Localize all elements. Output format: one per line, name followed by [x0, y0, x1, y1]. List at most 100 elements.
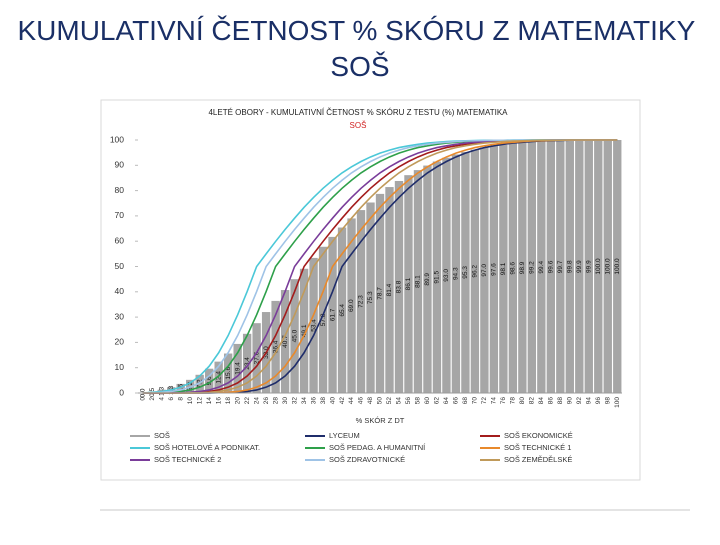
bar	[603, 140, 612, 393]
y-tick-label: 50	[115, 261, 125, 271]
value-label: 75.3	[367, 291, 374, 304]
bar	[499, 144, 508, 393]
value-label: 100.0	[604, 258, 611, 275]
value-label: 93.0	[443, 269, 450, 282]
value-label: 57.8	[320, 313, 327, 326]
x-tick-label: 14	[206, 397, 213, 405]
legend-label: SOŠ PEDAG. A HUMANITNÍ	[329, 443, 426, 452]
x-tick-label: 48	[367, 397, 374, 405]
x-tick-label: 50	[377, 397, 384, 405]
x-tick-label: 0	[139, 397, 146, 401]
value-label: 99.7	[557, 260, 564, 273]
bar	[423, 165, 432, 393]
y-tick-label: 70	[115, 210, 125, 220]
bar	[556, 140, 565, 393]
value-label: 99.6	[548, 260, 555, 273]
x-tick-label: 26	[263, 397, 270, 405]
value-label: 40.7	[282, 335, 289, 348]
value-label: 36.4	[272, 340, 279, 353]
x-tick-label: 4	[158, 397, 165, 401]
bar	[413, 170, 423, 393]
x-tick-label: 18	[225, 397, 232, 405]
bar	[385, 187, 394, 393]
bar	[489, 146, 499, 393]
bar	[223, 353, 233, 393]
bar	[214, 361, 223, 393]
bar	[575, 140, 584, 393]
value-label: 81.4	[386, 283, 393, 296]
bar	[252, 323, 261, 393]
x-tick-label: 64	[443, 397, 450, 405]
value-label: 98.9	[519, 261, 526, 274]
value-label: 99.2	[529, 261, 536, 274]
y-tick-label: 30	[115, 311, 125, 321]
value-label: 15.6	[225, 367, 232, 380]
x-tick-label: 36	[310, 397, 317, 405]
value-label: 98.6	[510, 262, 517, 275]
bar	[404, 175, 413, 393]
x-tick-label: 12	[196, 397, 203, 405]
x-tick-label: 46	[358, 397, 365, 405]
x-tick-label: 8	[177, 397, 184, 401]
chart-subtitle: SOŠ	[350, 121, 367, 130]
value-label: 83.8	[396, 280, 403, 293]
chart-title: 4LETÉ OBORY - KUMULATIVNÍ ČETNOST % SKÓR…	[208, 108, 508, 117]
value-label: 100.0	[595, 258, 602, 275]
legend-label: LYCEUM	[329, 431, 360, 440]
bar	[233, 343, 242, 393]
value-label: 7.2	[196, 379, 203, 388]
value-label: 97.6	[491, 263, 498, 276]
bar	[366, 202, 375, 393]
legend-label: SOŠ HOTELOVÉ A PODNIKAT.	[154, 443, 260, 452]
y-tick-label: 60	[115, 235, 125, 245]
x-tick-label: 82	[529, 397, 536, 405]
bar	[394, 180, 404, 393]
value-label: 19.4	[234, 362, 241, 375]
bar	[318, 246, 328, 393]
value-label: 94.3	[453, 267, 460, 280]
value-label: 99.9	[576, 260, 583, 273]
x-tick-label: 44	[348, 397, 355, 405]
x-tick-label: 38	[320, 397, 327, 405]
bar	[271, 300, 280, 393]
legend-label: SOŠ EKONOMICKÉ	[504, 431, 573, 440]
x-tick-label: 32	[291, 397, 298, 405]
bar	[375, 193, 385, 393]
x-tick-label: 84	[538, 397, 545, 405]
x-tick-label: 30	[282, 397, 289, 405]
legend-label: SOŠ ZEMĚDĚLSKÉ	[504, 455, 572, 464]
bar	[176, 383, 185, 393]
x-tick-label: 92	[576, 397, 583, 405]
bar	[451, 154, 461, 393]
x-tick-label: 100	[614, 397, 621, 408]
value-label: 23.4	[244, 357, 251, 370]
value-label: 9.6	[206, 376, 213, 385]
bar	[242, 333, 252, 393]
bar	[470, 149, 480, 393]
series-line	[142, 139, 618, 394]
y-tick-label: 10	[115, 362, 125, 372]
bar	[442, 157, 451, 393]
value-label: 100.0	[614, 258, 621, 275]
value-label: 27.6	[253, 351, 260, 364]
x-tick-label: 28	[272, 397, 279, 405]
x-tick-label: 60	[424, 397, 431, 405]
value-label: 72.3	[358, 295, 365, 308]
value-label: 96.2	[472, 265, 479, 278]
x-tick-label: 94	[586, 397, 593, 405]
value-label: 61.7	[329, 308, 336, 321]
value-label: 49.1	[301, 324, 308, 337]
x-tick-label: 96	[595, 397, 602, 405]
bar	[328, 236, 337, 393]
y-tick-label: 20	[115, 337, 125, 347]
x-tick-label: 70	[472, 397, 479, 405]
bar	[461, 151, 470, 393]
value-label: 91.5	[434, 271, 441, 284]
x-tick-label: 24	[253, 397, 260, 405]
bar	[594, 140, 603, 393]
bar	[432, 161, 442, 393]
value-label: 3.6	[177, 384, 184, 393]
value-label: 53.4	[310, 319, 317, 332]
bar	[537, 141, 546, 393]
x-tick-label: 34	[301, 397, 308, 405]
